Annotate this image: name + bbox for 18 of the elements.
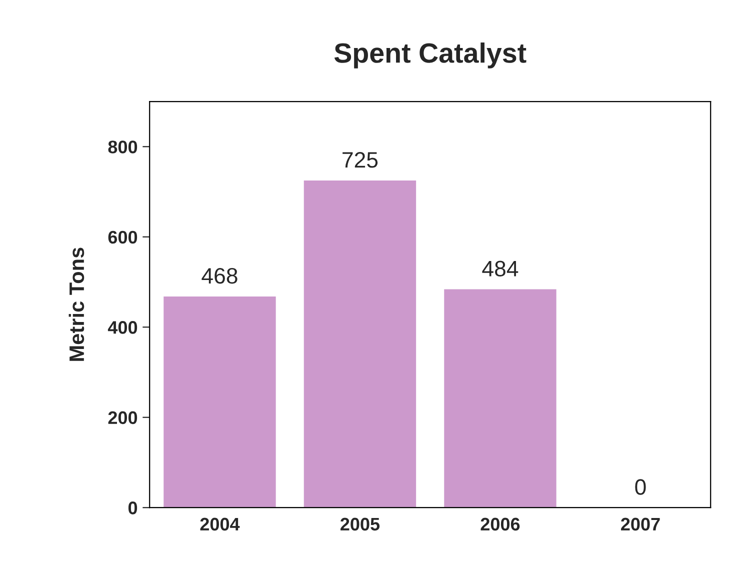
y-tick-label: 0 [128,502,138,514]
data-label: 725 [342,152,378,168]
x-tick-label: 2007 [621,518,660,531]
x-tick-label: 2004 [200,518,240,531]
x-tick-label: 2006 [480,518,520,531]
y-axis-title: Metric Tons [68,248,84,361]
y-tick-label: 400 [108,321,138,334]
y-tick-label: 200 [108,411,138,424]
bar [444,289,556,508]
chart-title: Spent Catalyst [334,42,526,68]
y-tick-label: 600 [108,230,138,244]
data-label: 484 [482,260,518,276]
bar [304,180,416,508]
data-label: 468 [202,268,238,284]
bar [164,296,276,508]
data-label: 0 [635,479,646,495]
y-tick-label: 800 [108,140,138,154]
x-tick-label: 2005 [340,518,380,531]
